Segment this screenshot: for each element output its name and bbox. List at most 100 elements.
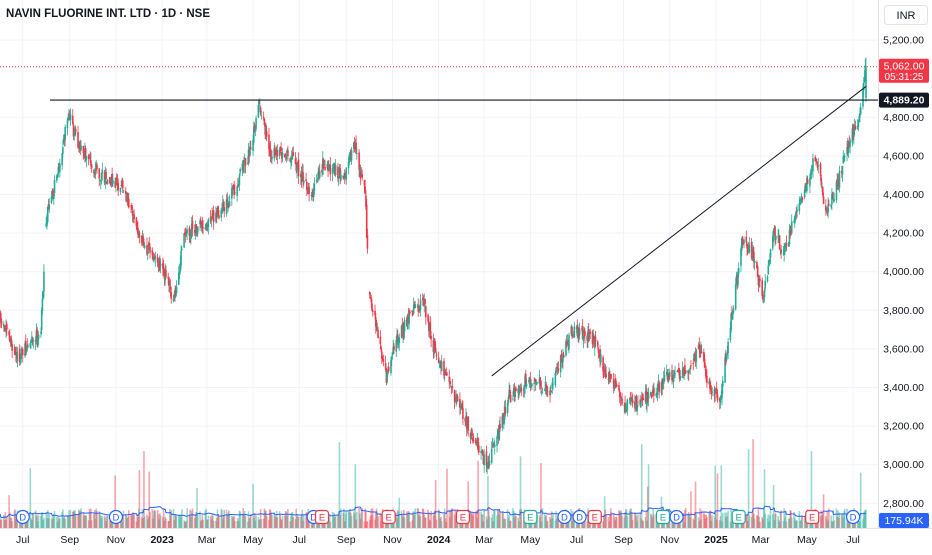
dividend-marker[interactable]: D — [108, 509, 124, 525]
candle-body — [379, 336, 382, 345]
dividend-marker[interactable]: D — [572, 509, 587, 525]
earnings-marker[interactable]: E — [523, 509, 538, 525]
volume-bar — [63, 516, 66, 528]
volume-bar — [618, 510, 621, 528]
earnings-marker[interactable]: E — [381, 509, 396, 525]
volume-bar — [0, 519, 3, 528]
candle-body — [676, 371, 679, 373]
volume-bar — [252, 483, 254, 528]
candle-body — [78, 142, 81, 150]
volume-bar — [146, 519, 149, 528]
candle-body — [396, 335, 399, 343]
volume-bar — [543, 513, 546, 528]
volume-bar — [772, 484, 775, 528]
price-axis[interactable]: 5,200.00 4,800.00 4,600.00 4,400.00 4,200.00… — [883, 35, 924, 510]
dividend-marker[interactable]: D — [846, 509, 861, 525]
volume-bar — [849, 519, 851, 528]
candle-body — [380, 347, 382, 350]
dividend-marker[interactable]: D — [669, 509, 684, 525]
volume-bar — [374, 519, 376, 528]
volume-bar — [153, 511, 155, 528]
volume-bar — [561, 521, 563, 528]
candle-body — [552, 383, 554, 385]
volume-bar — [241, 513, 244, 528]
candle-body — [170, 292, 173, 299]
volume-bar — [353, 511, 355, 528]
volume-bar — [365, 521, 368, 528]
candle-body — [376, 329, 379, 331]
volume-bar — [96, 510, 98, 528]
volume-bar — [496, 515, 498, 528]
candle-body — [540, 390, 543, 392]
candle-body — [843, 155, 845, 160]
candle-body — [52, 195, 55, 200]
candle-body — [619, 395, 622, 399]
volume-bar — [41, 512, 44, 528]
candle-body — [758, 281, 760, 283]
volume-bar — [546, 521, 549, 528]
candle-body — [678, 370, 681, 379]
candle-body — [609, 376, 612, 378]
candle-body — [356, 153, 358, 154]
volume-bar — [105, 521, 107, 528]
volume-bar — [437, 509, 440, 528]
volume-bar — [334, 516, 336, 528]
candle-body — [331, 167, 334, 174]
dividend-marker[interactable]: D — [557, 509, 572, 525]
volume-bar — [443, 508, 446, 528]
volume-bar — [126, 518, 129, 528]
volume-bar — [296, 514, 298, 528]
volume-bar — [189, 509, 191, 528]
volume-bar — [637, 514, 639, 528]
earnings-marker[interactable]: E — [805, 509, 820, 525]
candle-body — [294, 158, 297, 164]
volume-bar — [142, 518, 144, 528]
volume-bar — [836, 516, 839, 528]
candle-body — [753, 251, 755, 262]
volume-bar — [575, 521, 578, 528]
event-label: D — [561, 513, 568, 524]
level-price-value: 4,889.20 — [884, 95, 925, 107]
volume-bar — [128, 510, 130, 528]
dividend-marker[interactable]: D — [15, 509, 30, 525]
time-axis[interactable]: Jul Sep Nov 2023 Mar May Jul Sep Nov 2024 Mar May Ju… — [16, 534, 860, 546]
candle-body — [525, 374, 527, 385]
volume-bar — [31, 520, 33, 528]
volume-bar — [709, 511, 711, 528]
drawings[interactable] — [0, 66, 878, 377]
trend-line[interactable] — [491, 86, 867, 377]
candle-body — [518, 387, 520, 396]
volume-bar — [614, 520, 617, 528]
volume-bar — [414, 508, 416, 528]
earnings-marker[interactable]: E — [655, 509, 671, 525]
volume-bar — [450, 510, 452, 528]
volume-bar — [331, 512, 334, 528]
earnings-marker[interactable]: E — [587, 509, 602, 525]
volume-bar — [425, 517, 427, 528]
currency-button[interactable]: INR — [884, 5, 928, 25]
volume-bar — [753, 513, 755, 528]
candle-body — [196, 232, 198, 235]
earnings-marker[interactable]: E — [314, 509, 330, 525]
volume-bar — [522, 521, 525, 528]
volume-bar — [471, 515, 474, 528]
candle-body — [260, 115, 263, 117]
volume-bar — [785, 521, 788, 528]
earnings-marker[interactable]: E — [455, 509, 471, 525]
volume-bar — [184, 521, 187, 528]
candle-body — [734, 284, 737, 310]
candle-body — [347, 161, 350, 169]
candle-body — [820, 178, 823, 186]
volume-bar — [454, 510, 457, 528]
candle-body — [72, 125, 75, 137]
volume-bar — [227, 512, 229, 528]
volume-bar — [11, 520, 13, 528]
volume-bar — [135, 521, 138, 528]
earnings-marker[interactable]: E — [731, 509, 746, 525]
candle-body — [122, 190, 125, 192]
volume-bar — [190, 510, 193, 528]
volume-bar — [37, 515, 40, 528]
